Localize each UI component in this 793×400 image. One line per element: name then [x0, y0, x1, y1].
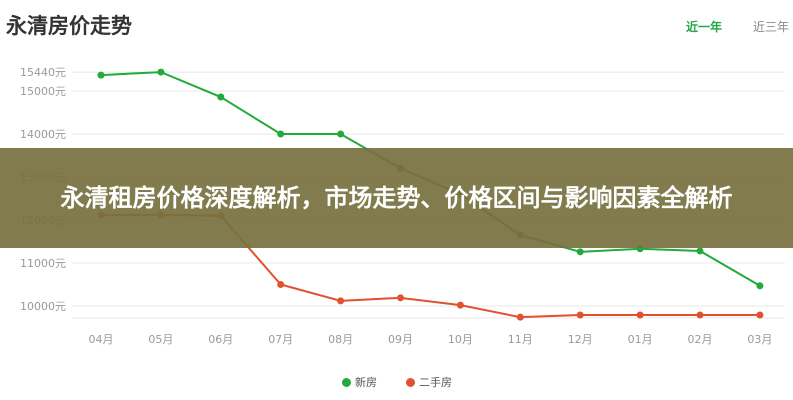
data-point [277, 281, 285, 288]
data-point [756, 311, 764, 319]
legend-item-new[interactable]: 新房 [342, 374, 377, 390]
y-tick-label: 10000元 [20, 300, 66, 313]
tab-one-year[interactable]: 近一年 [686, 20, 723, 34]
data-point [397, 294, 404, 302]
data-point [277, 130, 285, 138]
page-title: 永清房价走势 [6, 14, 132, 38]
data-point [756, 282, 764, 290]
legend-dot-icon [342, 377, 351, 387]
data-point [337, 297, 345, 305]
legend-label: 二手房 [419, 376, 452, 389]
x-tick-label: 05月 [148, 333, 173, 346]
data-point [456, 301, 464, 309]
y-tick-label: 15440元 [20, 66, 66, 79]
x-tick-label: 02月 [688, 333, 713, 346]
y-tick-label: 15000元 [20, 85, 66, 98]
data-point [576, 248, 584, 256]
data-point [157, 68, 165, 76]
banner: 永清租房价格深度解析，市场走势、价格区间与影响因素全解析 [0, 148, 793, 248]
data-point [337, 130, 345, 138]
x-tick-label: 12月 [568, 333, 593, 346]
legend-item-second-hand[interactable]: 二手房 [406, 374, 452, 390]
banner-text: 永清租房价格深度解析，市场走势、价格区间与影响因素全解析 [60, 184, 733, 212]
x-tick-label: 01月 [628, 333, 653, 346]
x-tick-label: 11月 [508, 333, 533, 346]
x-tick-label: 07月 [268, 333, 293, 346]
x-tick-label: 08月 [328, 333, 353, 346]
x-tick-label: 10月 [448, 333, 473, 346]
x-tick-label: 03月 [747, 333, 772, 346]
tab-three-years[interactable]: 近三年 [753, 20, 790, 34]
data-point [97, 71, 105, 79]
y-tick-label: 14000元 [20, 128, 66, 141]
x-tick-label: 09月 [388, 333, 413, 346]
data-point [516, 313, 524, 321]
x-tick-label: 04月 [89, 333, 114, 346]
data-point [636, 311, 644, 319]
y-tick-label: 11000元 [20, 257, 66, 270]
data-point [696, 311, 704, 319]
legend-label: 新房 [355, 376, 377, 389]
data-point [696, 247, 704, 255]
legend-dot-icon [406, 377, 415, 387]
data-point [576, 311, 584, 319]
data-point [217, 93, 225, 101]
x-tick-label: 06月 [208, 333, 233, 346]
